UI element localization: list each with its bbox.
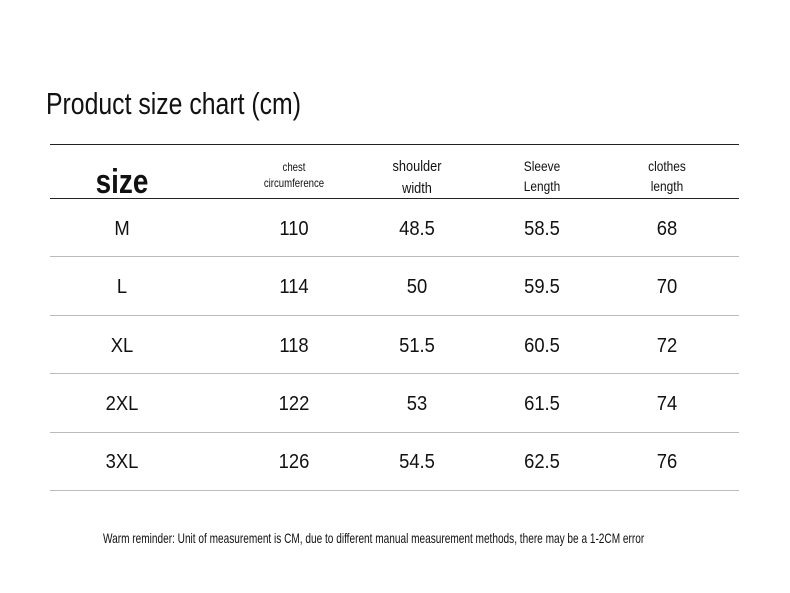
header-sleeve-line2: Length bbox=[523, 178, 561, 194]
header-chest: chest circumference bbox=[264, 159, 324, 191]
table-cell: 118 bbox=[279, 334, 309, 357]
header-clothes: clothes length bbox=[648, 156, 686, 196]
table-cell: 51.5 bbox=[399, 334, 435, 357]
table-cell: 2XL bbox=[105, 392, 139, 415]
table-cell: 61.5 bbox=[524, 392, 560, 415]
table-cell: 54.5 bbox=[399, 451, 435, 474]
table-cell: L bbox=[116, 276, 128, 299]
page-title: Product size chart (cm) bbox=[46, 86, 301, 121]
row-divider bbox=[50, 490, 739, 491]
table-cell: 126 bbox=[278, 451, 310, 474]
header-sleeve-line1: Sleeve bbox=[523, 158, 561, 174]
table-cell: M bbox=[114, 218, 130, 240]
header-chest-line1: chest bbox=[282, 160, 306, 174]
table-cell: 110 bbox=[279, 218, 309, 240]
table-cell: 48.5 bbox=[399, 218, 435, 240]
table-cell: 59.5 bbox=[524, 276, 560, 299]
row-divider bbox=[50, 431, 739, 433]
header-sleeve: Sleeve Length bbox=[524, 156, 560, 196]
row-divider bbox=[50, 373, 739, 374]
table-top-rule bbox=[50, 144, 739, 145]
row-divider bbox=[50, 256, 739, 257]
header-shoulder: shoulder width bbox=[393, 156, 442, 200]
header-size: size bbox=[95, 163, 149, 201]
table-cell: 114 bbox=[279, 276, 309, 299]
table-cell: 122 bbox=[278, 392, 310, 415]
table-cell: 72 bbox=[656, 334, 678, 357]
table-cell: 58.5 bbox=[524, 218, 560, 240]
table-cell: XL bbox=[110, 334, 134, 357]
header-shoulder-line1: shoulder bbox=[392, 158, 442, 175]
table-cell: 50 bbox=[406, 276, 428, 299]
table-cell: 74 bbox=[656, 392, 678, 415]
table-cell: 60.5 bbox=[524, 334, 560, 357]
table-cell: 68 bbox=[656, 218, 678, 240]
table-cell: 76 bbox=[656, 451, 678, 474]
row-divider bbox=[50, 314, 739, 316]
header-clothes-line2: length bbox=[650, 178, 684, 194]
measurement-note: Warm reminder: Unit of measurement is CM… bbox=[103, 530, 645, 546]
header-chest-line2: circumference bbox=[263, 176, 325, 190]
header-bottom-rule bbox=[50, 198, 739, 199]
table-cell: 62.5 bbox=[524, 451, 560, 474]
header-clothes-line1: clothes bbox=[648, 158, 686, 174]
table-cell: 3XL bbox=[105, 451, 139, 474]
table-cell: 70 bbox=[656, 276, 678, 299]
table-cell: 53 bbox=[406, 392, 428, 415]
header-shoulder-line2: width bbox=[402, 180, 432, 197]
